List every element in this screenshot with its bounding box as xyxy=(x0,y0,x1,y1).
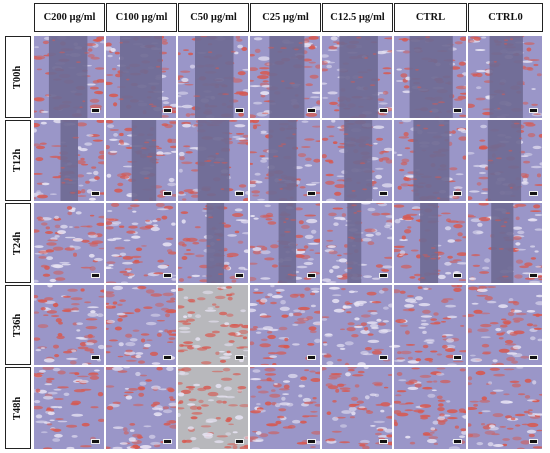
scale-bar xyxy=(91,273,100,278)
scale-bar xyxy=(91,191,100,196)
column-header-5: CTRL xyxy=(394,3,467,32)
micrograph-T00h-0 xyxy=(34,36,104,118)
row-header-1: T12h xyxy=(5,120,31,201)
scale-bar xyxy=(307,439,316,444)
scale-bar xyxy=(307,108,316,113)
micrograph-T48h-2 xyxy=(178,367,248,449)
scale-bar xyxy=(235,273,244,278)
column-header-2: C50 µg/ml xyxy=(178,3,249,32)
micrograph-T12h-3 xyxy=(250,120,320,201)
scale-bar xyxy=(91,355,100,360)
scale-bar xyxy=(453,439,462,444)
scale-bar xyxy=(379,108,388,113)
scale-bar xyxy=(235,439,244,444)
row-header-label: T24h xyxy=(12,231,24,255)
micrograph-T36h-6 xyxy=(468,285,542,365)
scale-bar xyxy=(235,355,244,360)
scale-bar xyxy=(91,439,100,444)
micrograph-T12h-2 xyxy=(178,120,248,201)
scale-bar xyxy=(529,108,538,113)
micrograph-T48h-1 xyxy=(106,367,176,449)
micrograph-T48h-6 xyxy=(468,367,542,449)
row-header-4: T48h xyxy=(5,367,31,449)
scale-bar xyxy=(163,439,172,444)
micrograph-T48h-5 xyxy=(394,367,466,449)
row-header-label: T36h xyxy=(12,313,24,337)
scale-bar xyxy=(379,355,388,360)
micrograph-T00h-5 xyxy=(394,36,466,118)
column-header-3: C25 µg/ml xyxy=(250,3,321,32)
scale-bar xyxy=(91,108,100,113)
micrograph-T24h-6 xyxy=(468,203,542,283)
micrograph-T24h-2 xyxy=(178,203,248,283)
micrograph-T24h-1 xyxy=(106,203,176,283)
micrograph-T24h-5 xyxy=(394,203,466,283)
scale-bar xyxy=(379,191,388,196)
micrograph-T36h-5 xyxy=(394,285,466,365)
micrograph-T00h-3 xyxy=(250,36,320,118)
micrograph-T36h-2 xyxy=(178,285,248,365)
micrograph-T00h-2 xyxy=(178,36,248,118)
scale-bar xyxy=(379,439,388,444)
scale-bar xyxy=(529,355,538,360)
micrograph-T12h-5 xyxy=(394,120,466,201)
scale-bar xyxy=(453,191,462,196)
scale-bar xyxy=(453,355,462,360)
scale-bar xyxy=(307,191,316,196)
row-header-3: T36h xyxy=(5,285,31,365)
micrograph-T36h-1 xyxy=(106,285,176,365)
column-header-4: C12.5 µg/ml xyxy=(322,3,393,32)
micrograph-T24h-0 xyxy=(34,203,104,283)
micrograph-T12h-4 xyxy=(322,120,392,201)
micrograph-T48h-0 xyxy=(34,367,104,449)
micrograph-T12h-6 xyxy=(468,120,542,201)
micrograph-T12h-0 xyxy=(34,120,104,201)
column-header-0: C200 µg/ml xyxy=(34,3,105,32)
scale-bar xyxy=(529,439,538,444)
row-header-label: T12h xyxy=(12,148,24,173)
micrograph-T24h-4 xyxy=(322,203,392,283)
micrograph-T36h-4 xyxy=(322,285,392,365)
scale-bar xyxy=(163,355,172,360)
scale-bar xyxy=(163,191,172,196)
scale-bar xyxy=(307,273,316,278)
scale-bar xyxy=(307,355,316,360)
scale-bar xyxy=(235,108,244,113)
micrograph-T00h-1 xyxy=(106,36,176,118)
row-header-0: T00h xyxy=(5,36,31,118)
micrograph-T36h-3 xyxy=(250,285,320,365)
scale-bar xyxy=(529,191,538,196)
scale-bar xyxy=(379,273,388,278)
micrograph-T12h-1 xyxy=(106,120,176,201)
column-header-1: C100 µg/ml xyxy=(106,3,177,32)
column-header-6: CTRL0 xyxy=(468,3,543,32)
micrograph-T48h-3 xyxy=(250,367,320,449)
scale-bar xyxy=(235,191,244,196)
micrograph-T48h-4 xyxy=(322,367,392,449)
scale-bar xyxy=(453,273,462,278)
scale-bar xyxy=(163,108,172,113)
row-header-label: T00h xyxy=(12,65,24,89)
scale-bar xyxy=(163,273,172,278)
row-header-label: T48h xyxy=(12,396,24,420)
micrograph-T00h-6 xyxy=(468,36,542,118)
micrograph-T24h-3 xyxy=(250,203,320,283)
scale-bar xyxy=(453,108,462,113)
micrograph-T36h-0 xyxy=(34,285,104,365)
scale-bar xyxy=(529,273,538,278)
micrograph-T00h-4 xyxy=(322,36,392,118)
row-header-2: T24h xyxy=(5,203,31,283)
